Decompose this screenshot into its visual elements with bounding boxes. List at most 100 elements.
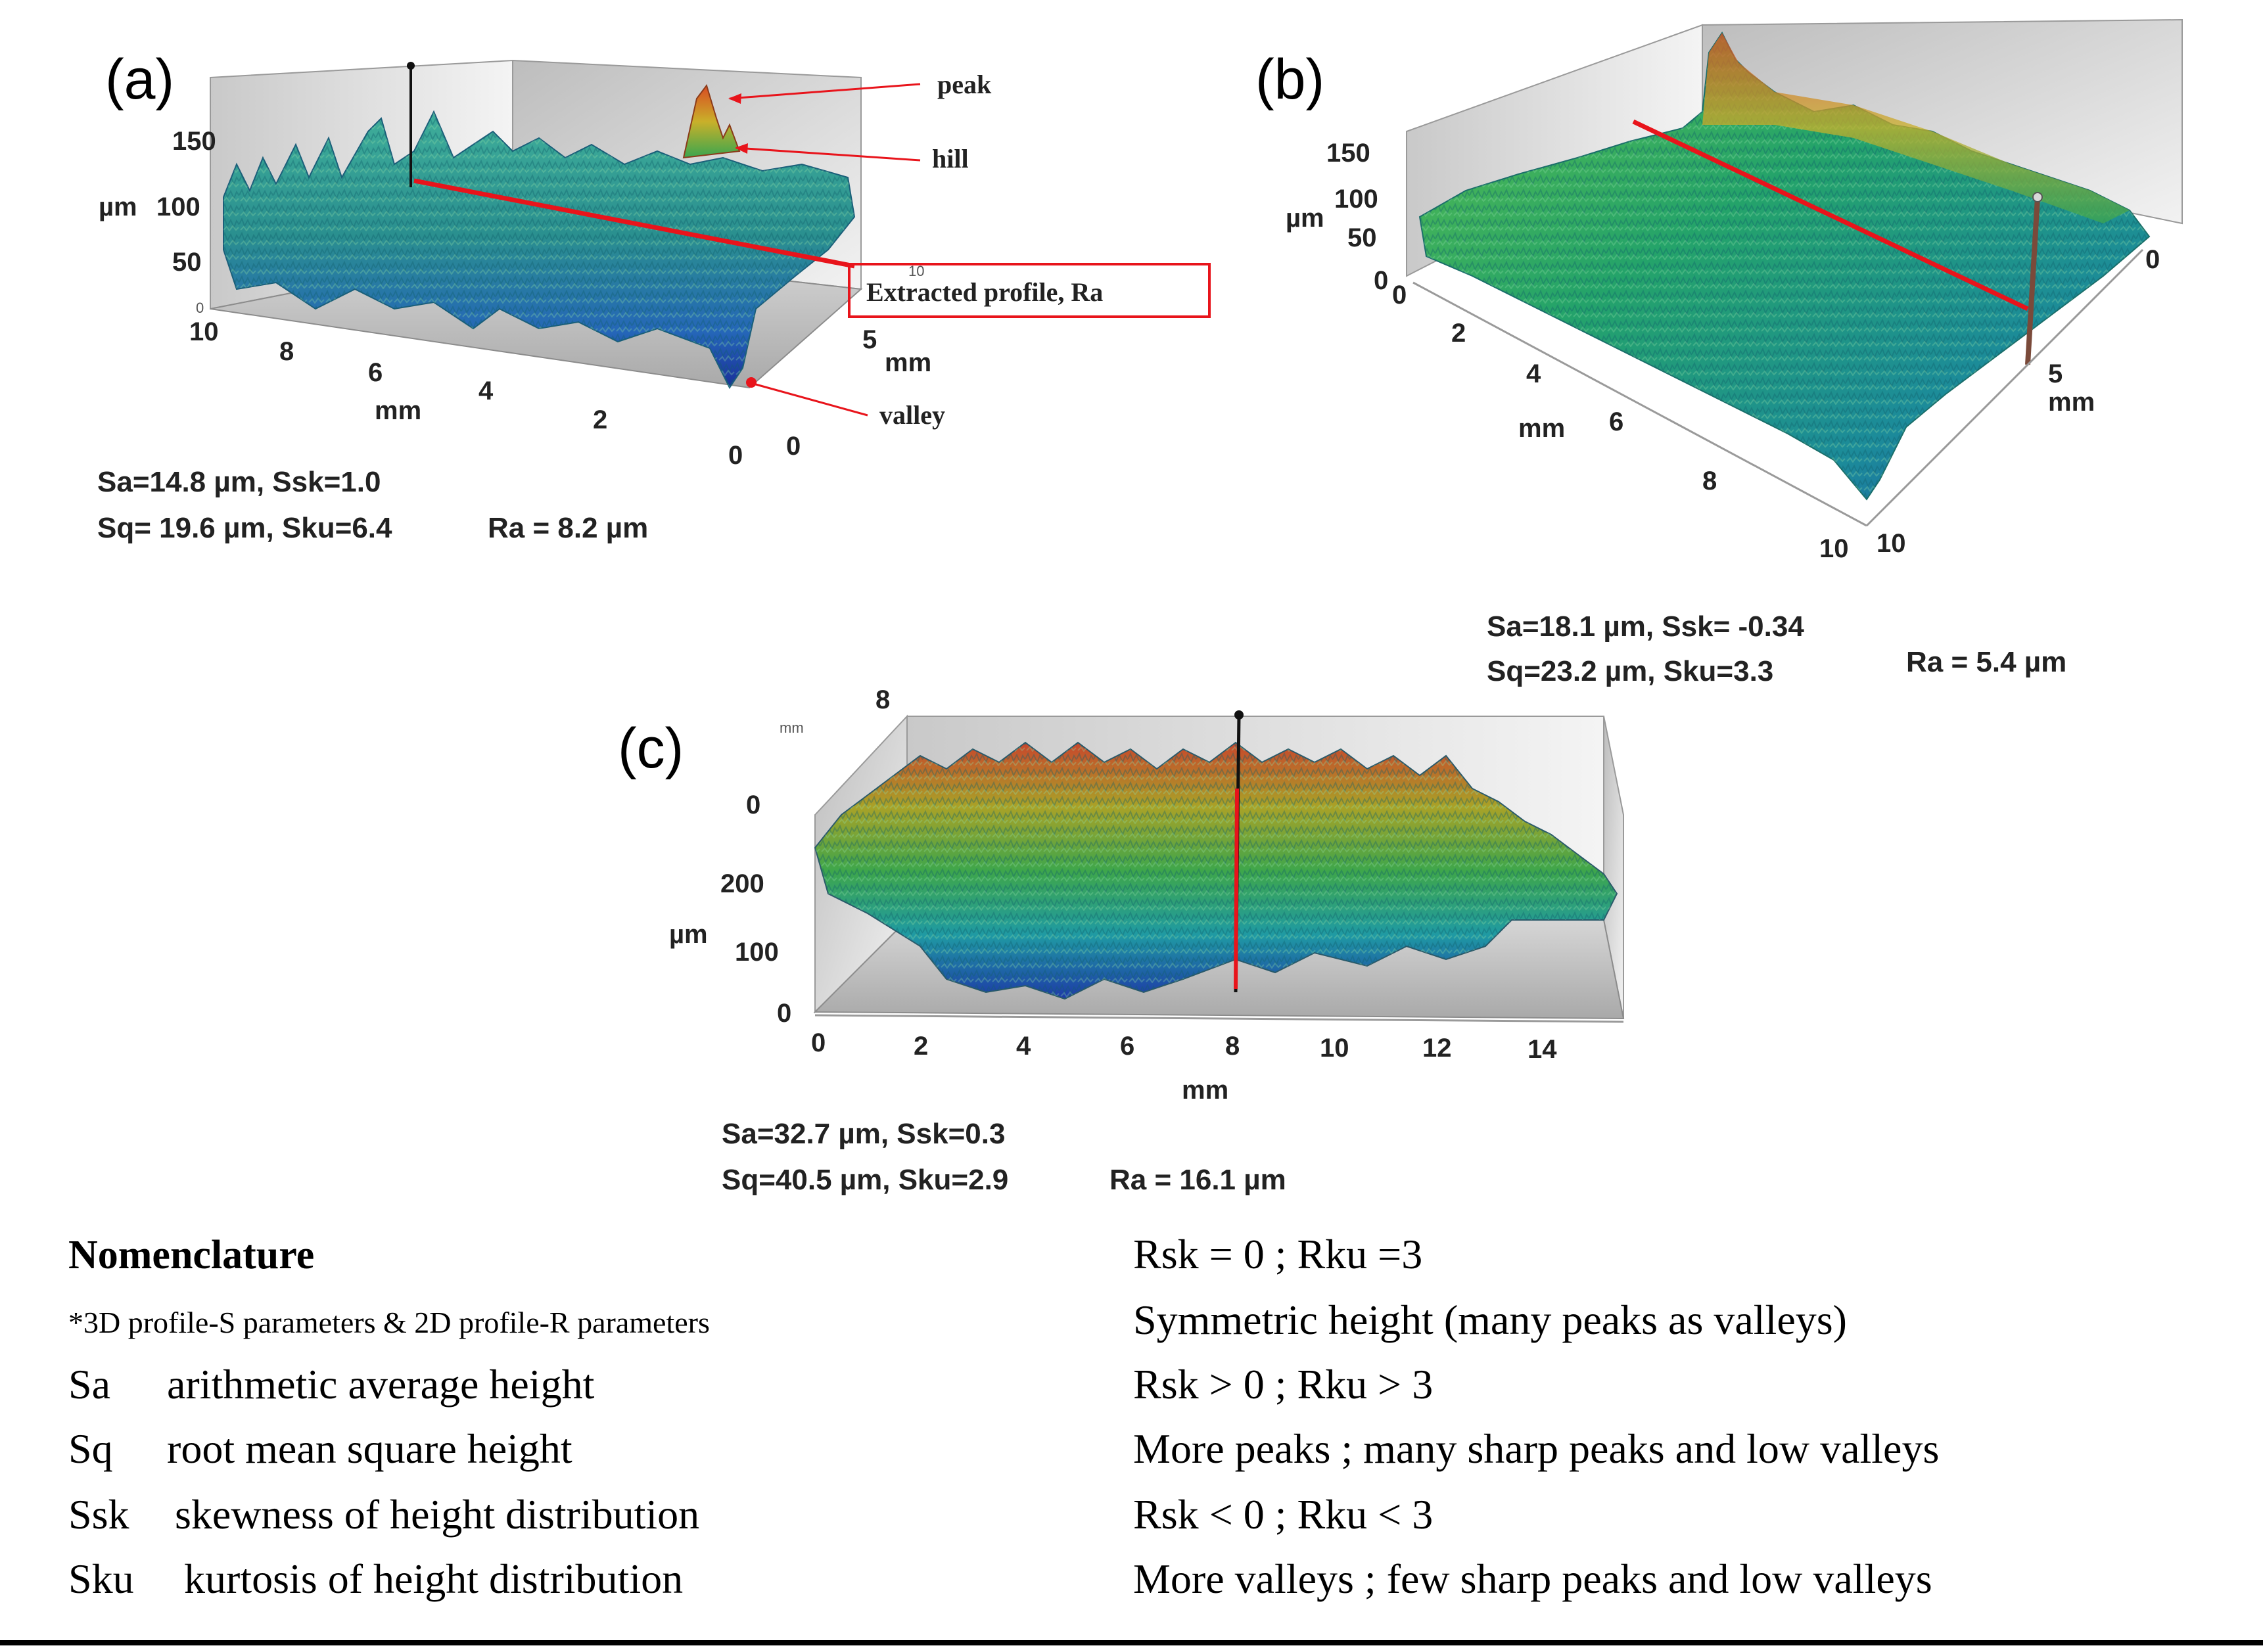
panel-a-peak-arrowhead — [728, 93, 741, 104]
term-definition: arithmetic average height — [167, 1361, 595, 1408]
panel-a-y-tick: 0 — [786, 432, 801, 461]
panel-a-peak-arrow — [729, 83, 921, 100]
panel-a-z-tick: 100 — [156, 193, 200, 221]
term-symbol: Ssk — [68, 1491, 129, 1538]
panel-c-top-tick: 0 — [746, 791, 760, 819]
panel-a-valley-marker — [746, 377, 757, 388]
panel-c-z-unit: µm — [669, 920, 708, 949]
panel-c-texture — [815, 743, 1617, 999]
panel-a-x-tick: 6 — [368, 358, 383, 387]
panel-a-y-tick: 10 — [908, 263, 924, 279]
term-definition: root mean square height — [167, 1425, 572, 1472]
panel-a-texture — [223, 112, 854, 388]
panel-b-probe-tip — [2032, 192, 2043, 202]
panel-b-probe — [2025, 196, 2040, 365]
panel-c-x-tick: 12 — [1422, 1034, 1452, 1063]
panel-b-ra: Ra = 5.4 µm — [1906, 646, 2066, 678]
panel-c-label: (c) — [618, 717, 684, 780]
skew-case-3-desc: More valleys ; few sharp peaks and low v… — [1133, 1555, 1932, 1602]
panel-a-probe-tip — [407, 62, 415, 70]
panel-a-x-unit: mm — [375, 396, 421, 425]
panel-c — [813, 710, 1625, 1023]
panel-a-extracted-line — [413, 178, 855, 269]
panel-b-x-tick: 0 — [1392, 281, 1407, 310]
panel-c-top-tick: 8 — [875, 685, 890, 714]
panel-c-x-unit: mm — [1182, 1076, 1228, 1105]
term-definition: kurtosis of height distribution — [184, 1555, 683, 1602]
panel-a-label: (a) — [105, 48, 174, 111]
panel-a-x-tick: 4 — [478, 377, 494, 405]
panel-b-z-tick: 0 — [1374, 266, 1388, 295]
panel-c-x-tick: 10 — [1320, 1034, 1349, 1063]
panel-c-z-tick: 0 — [777, 999, 791, 1028]
extracted-profile-label: Extracted profile, Ra — [866, 277, 1103, 307]
panel-b-y-axis — [1865, 248, 2144, 527]
panel-b-x-tick: 4 — [1526, 359, 1541, 388]
nomenclature-title: Nomenclature — [68, 1233, 314, 1277]
panel-c-x-tick: 6 — [1120, 1032, 1134, 1061]
panel-a-x-tick: 2 — [593, 405, 607, 434]
panel-b-y-tick: 5 — [2048, 359, 2063, 388]
panel-c-z-tick: 200 — [720, 869, 764, 898]
panel-b-label: (b) — [1255, 48, 1324, 111]
panel-b-ridge — [1702, 33, 2130, 223]
panel-a — [210, 59, 1211, 417]
term-symbol: Sa — [68, 1361, 110, 1408]
panel-a-y-tick: 5 — [862, 325, 877, 354]
panel-b-side-wall — [1702, 18, 2183, 225]
nomenclature-note: *3D profile-S parameters & 2D profile-R … — [68, 1306, 710, 1339]
panel-a-x-tick: 8 — [279, 337, 294, 366]
panel-c-x-axis — [814, 1014, 1624, 1023]
panel-b-z-unit: µm — [1286, 204, 1324, 233]
panel-c-stats-line2: Sq=40.5 µm, Sku=2.9 — [722, 1164, 1008, 1196]
panel-a-z-tick: 50 — [172, 248, 202, 277]
panel-b-y-tick: 10 — [1877, 529, 1906, 558]
skew-case-3: Rsk < 0 ; Rku < 3 — [1133, 1491, 1433, 1538]
peak-label: peak — [937, 70, 992, 99]
term-symbol: Sku — [68, 1555, 134, 1602]
panel-a-profile-box — [848, 263, 1211, 318]
panel-b-x-axis — [1412, 281, 1867, 527]
panel-b-z-tick: 50 — [1347, 223, 1377, 252]
panel-a-ra: Ra = 8.2 µm — [488, 512, 648, 544]
skew-case-1: Rsk = 0 ; Rku =3 — [1133, 1231, 1422, 1277]
panel-b-x-tick: 6 — [1609, 407, 1623, 436]
panel-c-x-tick: 8 — [1225, 1032, 1240, 1061]
panel-b-x-tick: 2 — [1451, 319, 1466, 348]
panel-c-probe-tip — [1234, 710, 1244, 720]
panel-a-stats-line1: Sa=14.8 µm, Ssk=1.0 — [97, 466, 381, 498]
panel-a-y-unit: mm — [885, 348, 931, 377]
panel-c-x-tick: 2 — [914, 1032, 928, 1061]
panel-c-top-unit: mm — [780, 720, 804, 736]
skew-case-2: Rsk > 0 ; Rku > 3 — [1133, 1361, 1433, 1408]
panel-b-y-tick: 0 — [2145, 245, 2160, 274]
panel-a-x-tick: 0 — [728, 441, 743, 470]
panel-b-stats-line2: Sq=23.2 µm, Sku=3.3 — [1487, 655, 1773, 687]
panel-a-z-tick: 0 — [196, 300, 204, 316]
panel-c-x-tick: 4 — [1016, 1032, 1031, 1061]
term-symbol: Sq — [68, 1425, 113, 1472]
panel-b-x-unit: mm — [1518, 414, 1565, 443]
panel-b-x-tick: 8 — [1702, 467, 1717, 495]
valley-label: valley — [879, 400, 945, 430]
skew-case-2-desc: More peaks ; many sharp peaks and low va… — [1133, 1425, 1939, 1472]
panel-a-hill-arrow — [735, 147, 921, 162]
panel-c-stats-line1: Sa=32.7 µm, Ssk=0.3 — [722, 1118, 1005, 1150]
panel-a-valley-arrow — [755, 383, 868, 417]
panel-b-x-tick: 10 — [1819, 534, 1849, 563]
panel-c-extracted-line — [1234, 788, 1239, 990]
panel-b — [1406, 18, 2183, 527]
term-definition: skewness of height distribution — [175, 1491, 699, 1538]
panel-a-z-unit: µm — [99, 193, 137, 221]
panel-c-ra: Ra = 16.1 µm — [1109, 1164, 1286, 1196]
panel-c-x-tick: 0 — [811, 1028, 826, 1057]
panel-a-stats-line2: Sq= 19.6 µm, Sku=6.4 — [97, 512, 392, 544]
panel-c-z-tick: 100 — [735, 938, 779, 967]
panel-a-z-tick: 150 — [172, 127, 216, 156]
panel-b-z-tick: 100 — [1334, 185, 1378, 214]
panel-a-peak-hill — [682, 83, 741, 159]
panel-c-x-tick: 14 — [1528, 1035, 1557, 1064]
panel-b-z-tick: 150 — [1326, 139, 1370, 168]
panel-a-hill-arrowhead — [735, 143, 748, 154]
